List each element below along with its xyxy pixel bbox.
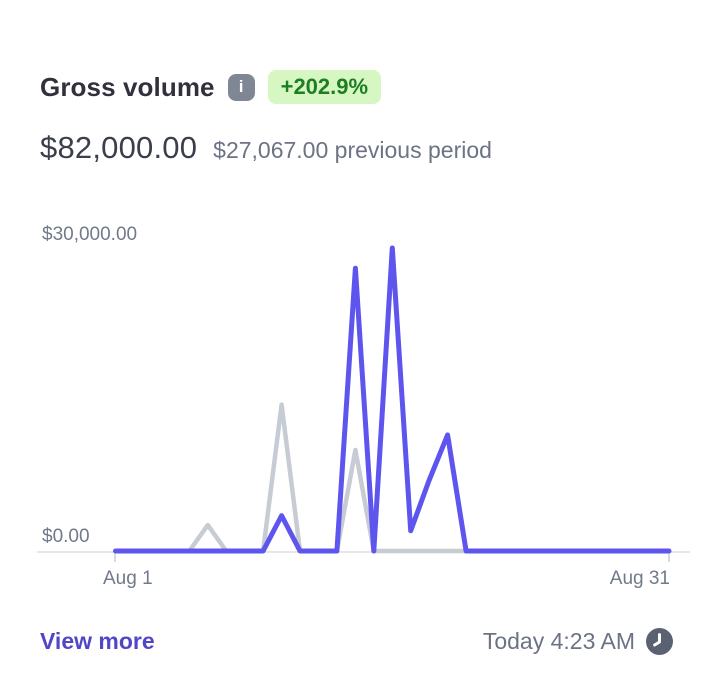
card-header: Gross volume i +202.9% — [40, 70, 382, 104]
y-axis-zero-label: $0.00 — [42, 526, 90, 547]
page-title: Gross volume — [40, 72, 215, 102]
info-icon[interactable]: i — [227, 73, 255, 101]
y-axis-max-label: $30,000.00 — [42, 224, 138, 245]
current-period-value: $82,000.00 — [40, 130, 198, 165]
metric-values: $82,000.00 $27,067.00 previous period — [40, 130, 492, 166]
view-more-link[interactable]: View more — [40, 628, 155, 654]
card-footer: View more Today 4:23 AM — [40, 628, 673, 655]
clock-icon — [646, 628, 673, 655]
previous-period-value: $27,067.00 previous period — [213, 137, 492, 163]
previous-period-line — [113, 402, 672, 554]
x-axis-tick-start — [114, 552, 116, 562]
x-axis-tick-end — [668, 552, 670, 562]
zero-gridline — [37, 551, 690, 553]
timestamp-group: Today 4:23 AM — [483, 628, 673, 655]
last-updated-timestamp: Today 4:23 AM — [482, 628, 635, 654]
x-axis-end-label: Aug 31 — [609, 568, 670, 589]
x-axis-start-label: Aug 1 — [103, 568, 153, 589]
change-badge: +202.9% — [267, 70, 382, 104]
current-period-line — [113, 245, 672, 554]
